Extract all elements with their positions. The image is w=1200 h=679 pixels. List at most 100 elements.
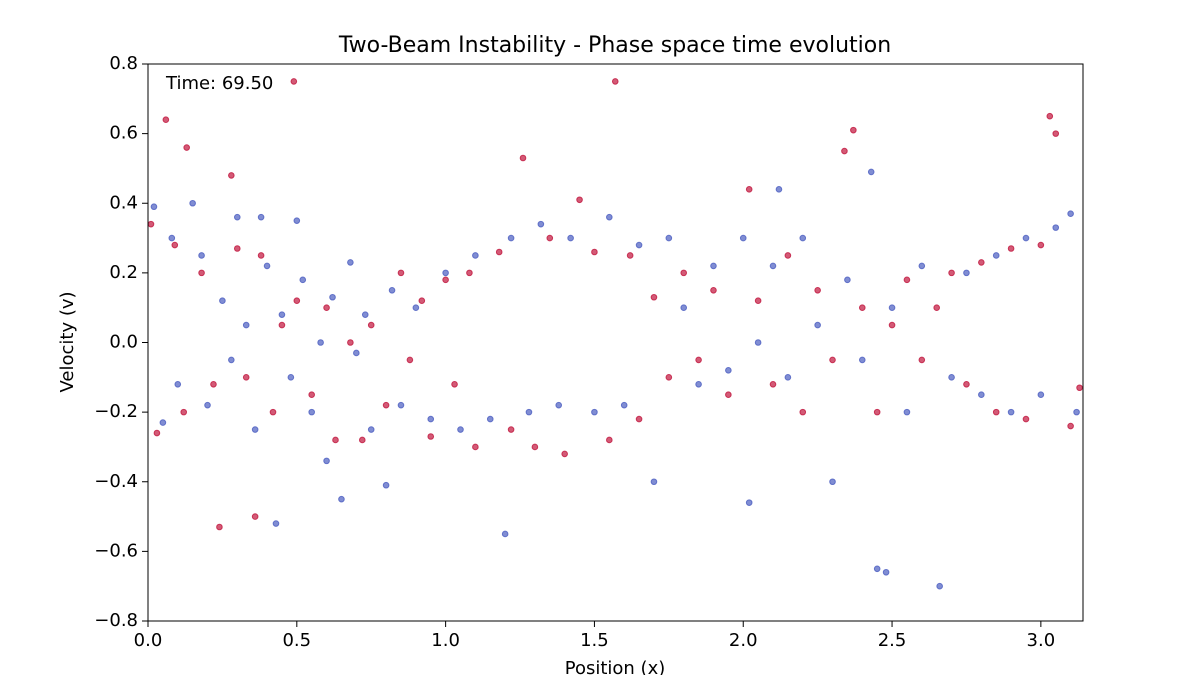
point bbox=[308, 391, 315, 399]
point bbox=[1022, 415, 1030, 423]
point bbox=[183, 144, 190, 151]
point bbox=[665, 234, 673, 242]
point bbox=[501, 530, 509, 538]
point bbox=[242, 321, 250, 329]
y-tick-label: −0.8 bbox=[94, 610, 138, 631]
point bbox=[725, 367, 732, 374]
point bbox=[1052, 224, 1060, 231]
point bbox=[308, 408, 315, 416]
point bbox=[814, 321, 821, 329]
point bbox=[695, 380, 702, 388]
y-tick-label: −0.2 bbox=[94, 401, 138, 422]
point bbox=[323, 304, 330, 311]
point bbox=[168, 234, 176, 242]
point bbox=[278, 321, 286, 329]
point bbox=[867, 168, 875, 176]
x-axis-label: Position (x) bbox=[565, 658, 666, 675]
point bbox=[219, 297, 226, 305]
point bbox=[546, 234, 554, 242]
point bbox=[850, 126, 857, 134]
point bbox=[466, 269, 473, 277]
point bbox=[1037, 391, 1045, 399]
y-tick-label: 0.6 bbox=[109, 123, 138, 144]
point bbox=[171, 241, 179, 249]
point bbox=[918, 262, 926, 270]
point bbox=[775, 186, 783, 193]
point bbox=[210, 380, 217, 388]
point bbox=[635, 415, 643, 423]
point bbox=[507, 234, 515, 242]
point bbox=[233, 213, 241, 221]
point bbox=[992, 408, 1000, 416]
point bbox=[406, 356, 414, 364]
point bbox=[888, 321, 896, 329]
point bbox=[1022, 234, 1030, 242]
point bbox=[287, 374, 295, 381]
point bbox=[725, 391, 732, 399]
point bbox=[159, 419, 167, 426]
point bbox=[486, 415, 494, 423]
point bbox=[442, 276, 449, 284]
point bbox=[650, 478, 658, 486]
point bbox=[263, 262, 271, 270]
point bbox=[576, 196, 583, 204]
point bbox=[745, 186, 753, 193]
point bbox=[978, 259, 985, 266]
point bbox=[418, 297, 426, 305]
point bbox=[1037, 241, 1045, 249]
point bbox=[472, 443, 479, 451]
point bbox=[189, 199, 196, 207]
point bbox=[936, 582, 943, 590]
point bbox=[918, 356, 926, 364]
point bbox=[888, 304, 896, 311]
point bbox=[525, 408, 533, 416]
point bbox=[1007, 245, 1015, 252]
point bbox=[620, 401, 628, 409]
point bbox=[531, 443, 539, 451]
point bbox=[347, 339, 354, 346]
point bbox=[799, 234, 807, 242]
point bbox=[537, 220, 545, 228]
y-tick-label: −0.6 bbox=[94, 540, 138, 561]
x-tick-label: 3.0 bbox=[1027, 630, 1056, 651]
point bbox=[293, 217, 301, 224]
point bbox=[353, 349, 360, 357]
point bbox=[710, 262, 717, 270]
point bbox=[397, 269, 405, 277]
point bbox=[948, 269, 955, 277]
point bbox=[873, 408, 881, 416]
point bbox=[457, 426, 464, 433]
point bbox=[293, 297, 301, 305]
point bbox=[626, 252, 634, 259]
point bbox=[606, 213, 613, 221]
point bbox=[873, 565, 881, 573]
annotation: Time: 69.50 bbox=[165, 73, 273, 94]
point bbox=[338, 495, 345, 503]
point bbox=[388, 286, 396, 294]
point bbox=[903, 408, 911, 416]
point bbox=[665, 374, 673, 381]
y-tick-label: 0.8 bbox=[109, 53, 138, 74]
point bbox=[1052, 130, 1060, 137]
point bbox=[567, 234, 574, 242]
point bbox=[829, 478, 836, 486]
point bbox=[519, 154, 527, 162]
point bbox=[844, 276, 851, 284]
point bbox=[251, 426, 259, 433]
point bbox=[174, 380, 182, 388]
point bbox=[606, 436, 613, 444]
point bbox=[329, 293, 336, 301]
point bbox=[332, 436, 339, 444]
point bbox=[397, 401, 405, 409]
point bbox=[358, 436, 366, 444]
point bbox=[251, 513, 259, 520]
point bbox=[257, 252, 265, 259]
point bbox=[978, 391, 985, 399]
point bbox=[153, 429, 161, 437]
point bbox=[680, 269, 688, 277]
point bbox=[948, 374, 955, 381]
point bbox=[739, 234, 747, 242]
x-tick-label: 2.5 bbox=[878, 630, 907, 651]
point bbox=[367, 426, 375, 433]
point bbox=[745, 499, 753, 506]
